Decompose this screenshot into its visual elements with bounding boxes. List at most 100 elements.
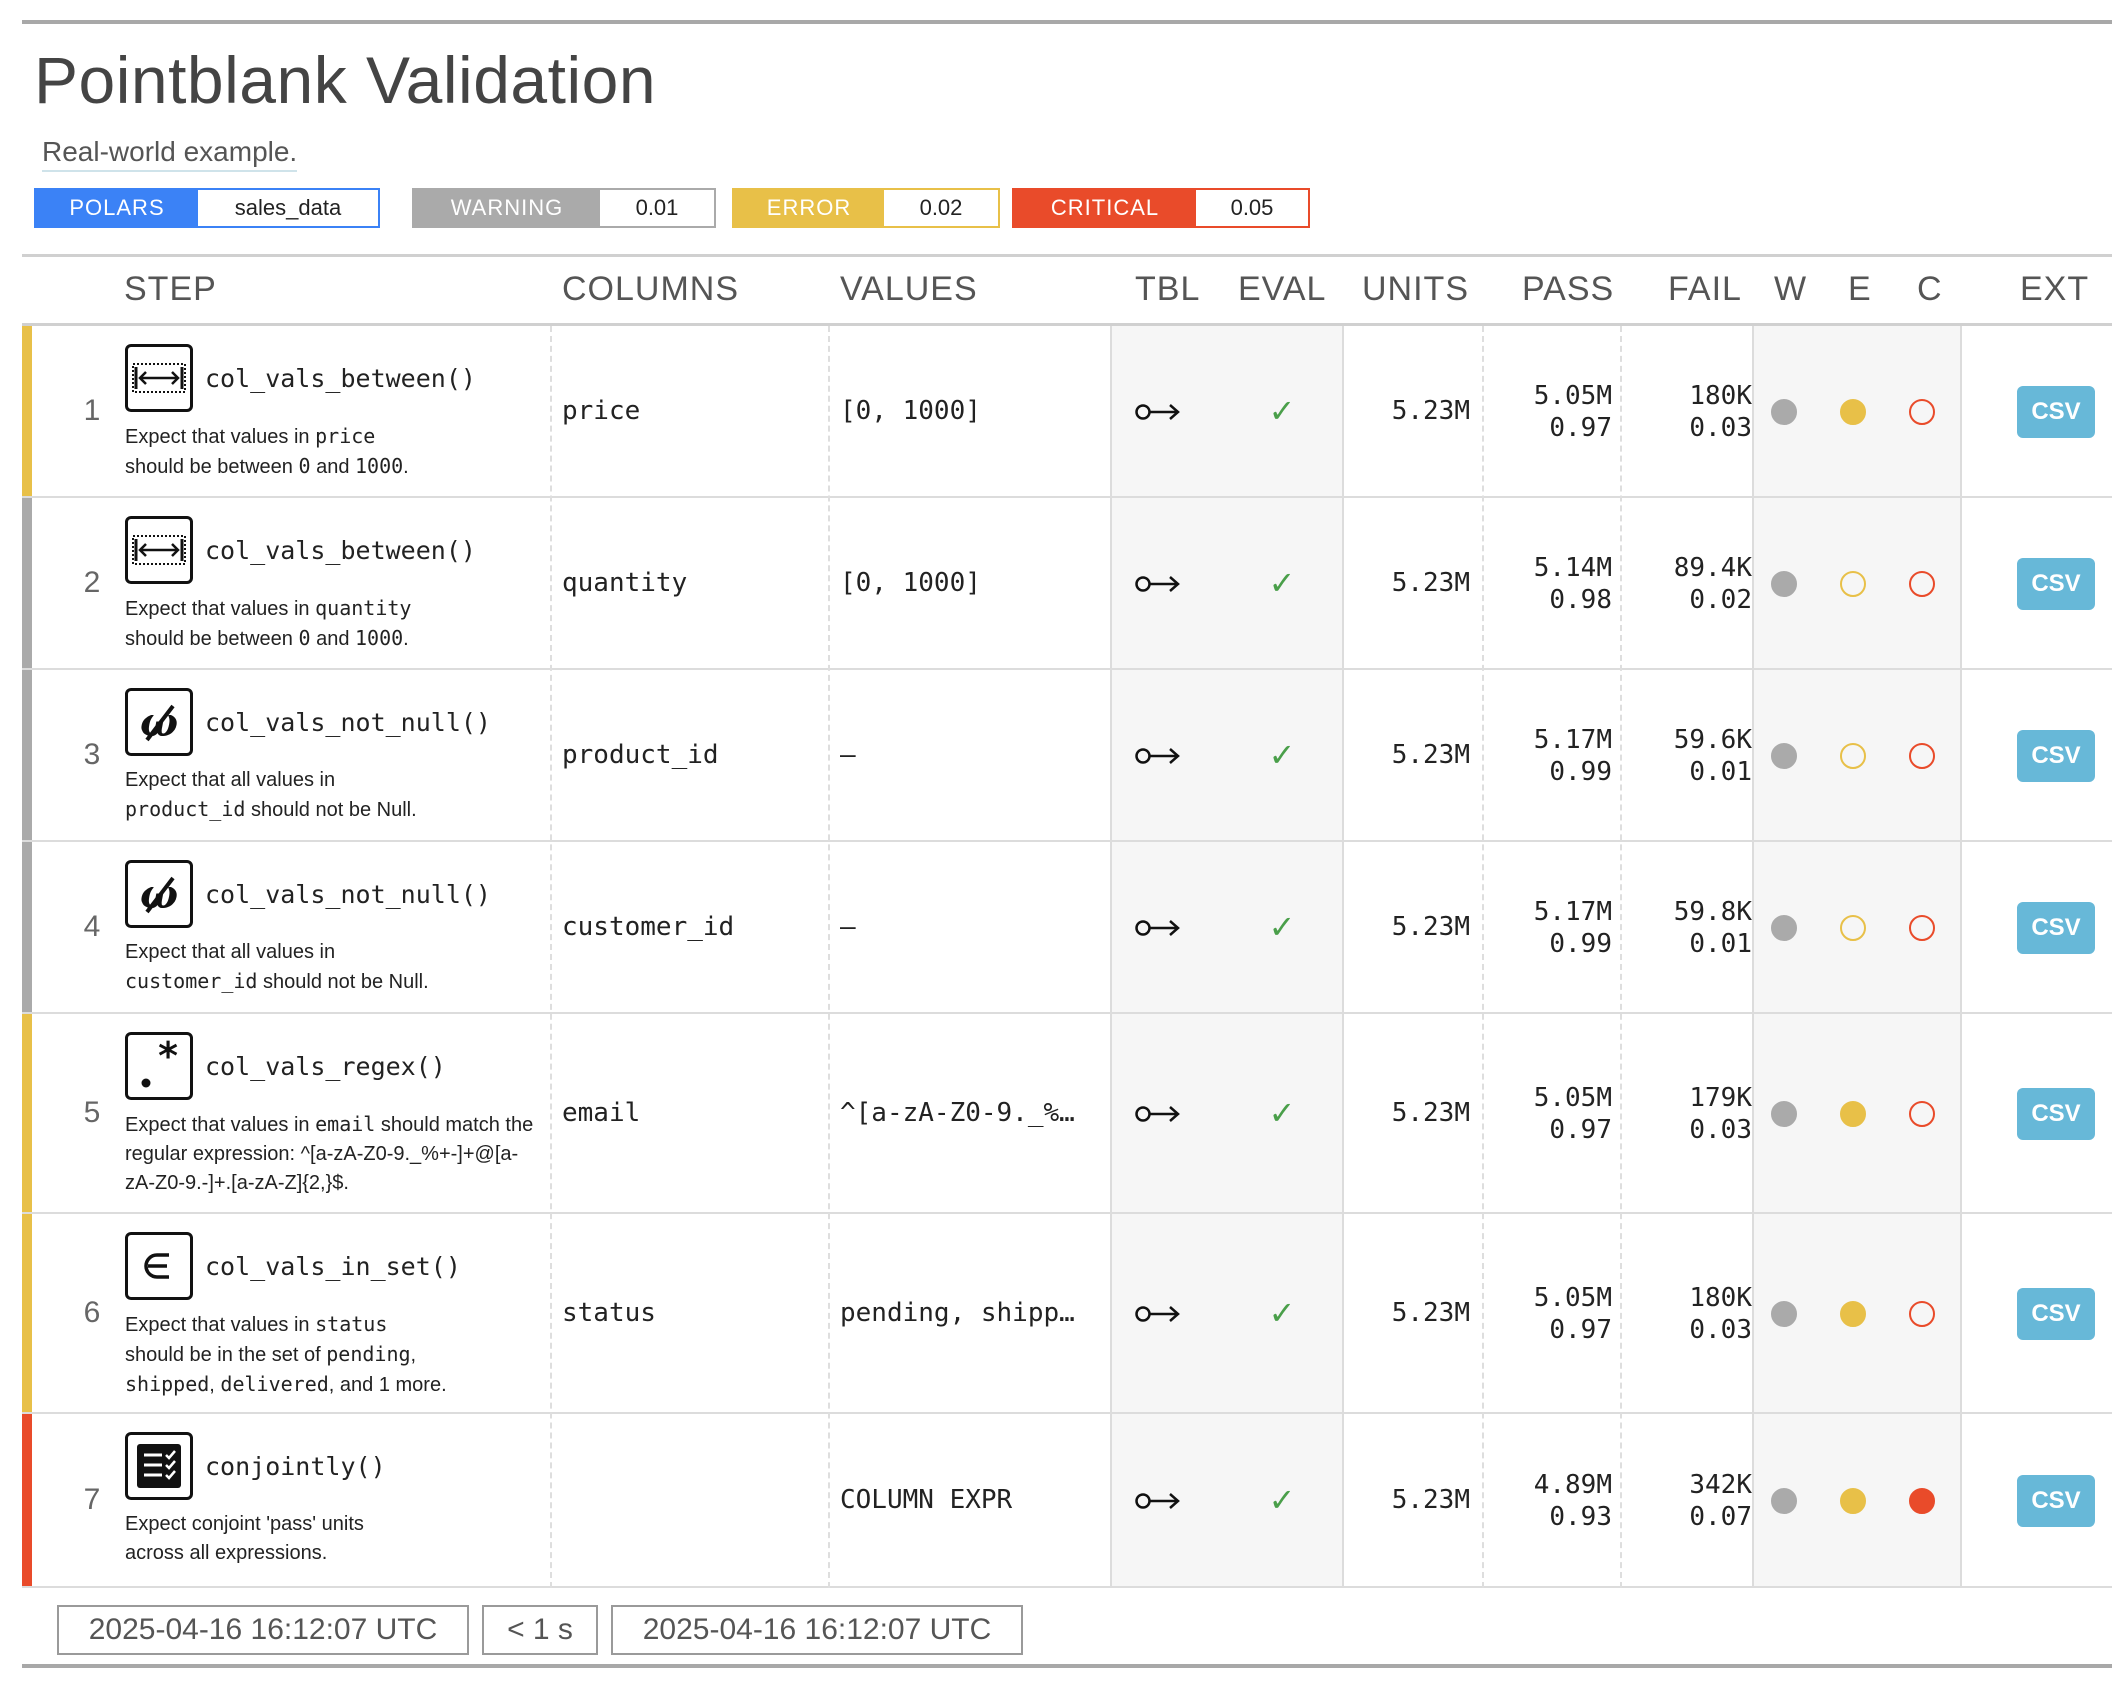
- between-icon: [125, 516, 193, 584]
- step-brief: Expect that all values in customer_id sho…: [125, 938, 535, 997]
- not-null-icon: ω: [125, 860, 193, 928]
- separator: [828, 326, 830, 1588]
- csv-download-button[interactable]: CSV: [2017, 902, 2095, 954]
- table-row: 4 ω col_vals_not_null() Expect that all …: [22, 842, 2112, 1014]
- step-number: 1: [83, 394, 101, 427]
- warning-indicator: [1771, 399, 1797, 425]
- tbl-eval-column-bg: [1110, 326, 1342, 1588]
- units-cell: 5.23M: [1391, 912, 1470, 942]
- fail-count: 59.6K: [1673, 725, 1752, 755]
- brief-text: Expect conjoint 'pass' units: [125, 1513, 364, 1535]
- page-title: Pointblank Validation: [34, 43, 657, 117]
- pass-cell: 5.17M 0.99: [1492, 896, 1612, 960]
- table-row: 3 ω col_vals_not_null() Expect that all …: [22, 670, 2112, 842]
- pass-cell: 5.05M 0.97: [1492, 380, 1612, 444]
- in-set-icon: [125, 1232, 193, 1300]
- status-bar: [22, 670, 32, 840]
- error-indicator: [1840, 1488, 1866, 1514]
- brief-code: 0: [298, 454, 311, 478]
- units-cell: 5.23M: [1391, 740, 1470, 770]
- error-indicator: [1840, 915, 1866, 941]
- fail-cell: 59.6K 0.01: [1632, 724, 1752, 788]
- status-bar: [22, 842, 32, 1012]
- critical-threshold-badge: CRITICAL 0.05: [1012, 188, 1310, 228]
- warning-value: 0.01: [600, 190, 714, 226]
- error-label: ERROR: [734, 190, 884, 226]
- step-number: 7: [83, 1483, 101, 1516]
- eval-check-icon: ✓: [1268, 565, 1296, 601]
- separator: [1482, 326, 1484, 1588]
- step-brief: Expect that values in status should be in…: [125, 1310, 535, 1400]
- fail-fraction: 0.02: [1689, 585, 1752, 615]
- column-header-eval: EVAL: [1238, 270, 1327, 308]
- step-function: col_vals_not_null(): [205, 708, 491, 737]
- pass-count: 4.89M: [1533, 1470, 1612, 1500]
- engine-badge: POLARS sales_data: [34, 188, 380, 228]
- start-time: 2025-04-16 16:12:07 UTC: [57, 1605, 469, 1655]
- csv-download-button[interactable]: CSV: [2017, 1288, 2095, 1340]
- brief-code: product_id: [125, 797, 246, 821]
- table-arrow-icon: [1134, 1302, 1194, 1331]
- error-indicator: [1840, 1301, 1866, 1327]
- brief-text: , and 1 more.: [328, 1374, 447, 1396]
- error-indicator: [1840, 571, 1866, 597]
- separator: [1342, 326, 1344, 1588]
- values-cell: —: [840, 912, 856, 942]
- step-function: col_vals_not_null(): [205, 880, 491, 909]
- brief-text: across all expressions.: [125, 1542, 328, 1564]
- column-header-tbl: TBL: [1135, 270, 1201, 308]
- table-arrow-icon: [1134, 400, 1194, 429]
- status-bar: [22, 1214, 32, 1412]
- fail-count: 89.4K: [1673, 553, 1752, 583]
- column-cell: quantity: [562, 568, 688, 598]
- column-header-step: STEP: [124, 270, 217, 308]
- column-cell: product_id: [562, 740, 719, 770]
- warning-indicator: [1771, 915, 1797, 941]
- critical-indicator: [1909, 399, 1935, 425]
- pass-count: 5.14M: [1533, 553, 1612, 583]
- fail-fraction: 0.03: [1689, 1315, 1752, 1345]
- pass-cell: 5.14M 0.98: [1492, 552, 1612, 616]
- critical-indicator: [1909, 1101, 1935, 1127]
- error-indicator: [1840, 399, 1866, 425]
- brief-text: should be in the set of: [125, 1344, 327, 1366]
- csv-download-button[interactable]: CSV: [2017, 1088, 2095, 1140]
- fail-count: 180K: [1689, 1283, 1752, 1313]
- fail-fraction: 0.01: [1689, 757, 1752, 787]
- brief-code: shipped: [125, 1372, 210, 1396]
- brief-text: and: [310, 628, 355, 650]
- csv-download-button[interactable]: CSV: [2017, 730, 2095, 782]
- page-subtitle: Real-world example.: [42, 136, 298, 172]
- brief-code: 1000: [355, 454, 404, 478]
- step-function: col_vals_between(): [205, 364, 476, 393]
- step-function: col_vals_in_set(): [205, 1252, 461, 1281]
- warning-indicator: [1771, 571, 1797, 597]
- column-header-units: UNITS: [1362, 270, 1469, 308]
- critical-indicator: [1909, 1488, 1935, 1514]
- table-arrow-icon: [1134, 1489, 1194, 1518]
- step-function: col_vals_regex(): [205, 1052, 446, 1081]
- table-row: 1 col_vals_between() Expect that values …: [22, 326, 2112, 498]
- eval-check-icon: ✓: [1268, 909, 1296, 945]
- engine-label: POLARS: [36, 190, 198, 226]
- csv-download-button[interactable]: CSV: [2017, 558, 2095, 610]
- warning-label: WARNING: [414, 190, 600, 226]
- pass-fraction: 0.99: [1549, 757, 1612, 787]
- eval-check-icon: ✓: [1268, 1482, 1296, 1518]
- critical-indicator: [1909, 571, 1935, 597]
- csv-download-button[interactable]: CSV: [2017, 386, 2095, 438]
- brief-text: .: [403, 628, 409, 650]
- eval-check-icon: ✓: [1268, 393, 1296, 429]
- pass-cell: 5.17M 0.99: [1492, 724, 1612, 788]
- fail-cell: 180K 0.03: [1632, 380, 1752, 444]
- pass-count: 5.05M: [1533, 381, 1612, 411]
- values-cell: COLUMN EXPR: [840, 1485, 1013, 1515]
- wec-column-bg: [1752, 326, 1960, 1588]
- brief-code: price: [315, 424, 376, 448]
- units-cell: 5.23M: [1391, 1298, 1470, 1328]
- values-cell: [0, 1000]: [840, 568, 981, 598]
- not-null-icon: ω: [125, 688, 193, 756]
- column-header-w: W: [1774, 270, 1808, 308]
- separator: [1752, 326, 1754, 1588]
- csv-download-button[interactable]: CSV: [2017, 1475, 2095, 1527]
